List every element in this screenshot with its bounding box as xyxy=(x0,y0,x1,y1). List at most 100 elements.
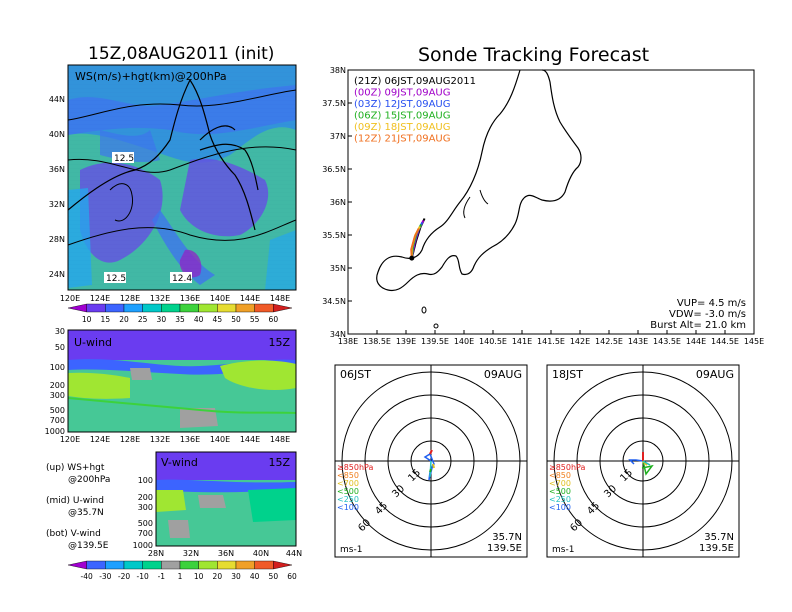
v-lat-ticks: 28N 32N 36N 40N 44N xyxy=(148,549,302,558)
track-lon-tick: 141E xyxy=(512,337,532,346)
colorbar-swatch xyxy=(67,303,87,313)
track-lat-tick: 35.5N xyxy=(322,231,346,240)
colorbar-swatch xyxy=(161,303,181,313)
colorbar-tick: -10 xyxy=(137,572,149,581)
colorbar-swatch xyxy=(179,560,199,570)
v-wind-panel: V-wind 15Z 100 200 300 500 700 1000 28N … xyxy=(133,451,302,558)
hodo-right-time: 18JST xyxy=(552,368,583,381)
svg-text:Burst Alt= 21.0 km: Burst Alt= 21.0 km xyxy=(650,320,746,331)
colorbar-swatch xyxy=(198,303,218,313)
colorbar-tick: 15 xyxy=(101,315,111,324)
svg-text:12.4: 12.4 xyxy=(172,274,192,284)
hodo-left-date: 09AUG xyxy=(484,368,522,381)
svg-text:200: 200 xyxy=(50,381,65,390)
colorbar-tick: 45 xyxy=(213,315,223,324)
left-title: 15Z,08AUG2011 (init) xyxy=(88,44,275,64)
svg-text:12.5: 12.5 xyxy=(106,274,126,284)
v-wind-label: V-wind xyxy=(161,456,198,469)
svg-text:30: 30 xyxy=(55,328,65,336)
hodo-legend-entry: <700 xyxy=(549,479,571,488)
v-wind-time: 15Z xyxy=(268,456,290,469)
uv-colorbar: -40 -30 -20 -10 -1 1 10 20 30 40 50 60 xyxy=(67,560,297,581)
svg-text:32N: 32N xyxy=(49,200,65,209)
colorbar-tick: 35 xyxy=(175,315,185,324)
colorbar-tick: 50 xyxy=(231,315,241,324)
hodo-legend-entry: <100 xyxy=(337,503,359,512)
svg-text:136E: 136E xyxy=(180,435,200,444)
colorbar-tick: 30 xyxy=(157,315,167,324)
colorbar-tick: 40 xyxy=(250,572,260,581)
svg-text:24N: 24N xyxy=(49,270,65,279)
svg-text:36N: 36N xyxy=(49,165,65,174)
u-p-ticks: 30 50 100 200 300 500 700 1000 xyxy=(45,328,65,436)
track-lon-tick: 142.5E xyxy=(595,337,623,346)
track-lon-tick: 143.5E xyxy=(653,337,681,346)
colorbar-swatch xyxy=(273,560,293,570)
colorbar-tick: 20 xyxy=(213,572,223,581)
hodo-right-date: 09AUG xyxy=(696,368,734,381)
hodo-legend-entry: <850 xyxy=(549,471,571,480)
track-lat-tick: 34.5N xyxy=(322,297,346,306)
colorbar-swatch xyxy=(179,303,199,313)
svg-text:128E: 128E xyxy=(120,294,140,303)
svg-text:124E: 124E xyxy=(90,294,110,303)
svg-text:144E: 144E xyxy=(240,435,260,444)
track-lat-tick: 36.5N xyxy=(322,165,346,174)
track-lat-tick: 37N xyxy=(330,132,346,141)
svg-text:50: 50 xyxy=(55,343,65,352)
hodograph-06jst: 15 30 45 60 06JST 09AUG ms-1 35.7N 139.5… xyxy=(334,364,528,558)
svg-text:128E: 128E xyxy=(120,435,140,444)
colorbar-swatch xyxy=(235,560,255,570)
colorbar-tick: 60 xyxy=(287,572,297,581)
ws-lat-ticks: 44N 40N 36N 32N 28N 24N xyxy=(49,95,65,279)
hodo-left-unit: ms-1 xyxy=(340,545,362,555)
track-lon-tick: 139E xyxy=(396,337,416,346)
svg-text:12.5: 12.5 xyxy=(114,154,134,164)
track-time-entry: (12Z) 21JST,09AUG xyxy=(354,134,451,145)
track-lon-tick: 142E xyxy=(570,337,590,346)
track-lon-tick: 144.5E xyxy=(711,337,739,346)
hodo-legend-entry: <250 xyxy=(337,495,359,504)
track-lon-tick: 139.5E xyxy=(421,337,449,346)
colorbar-swatch xyxy=(254,560,274,570)
svg-text:100: 100 xyxy=(50,363,65,372)
colorbar-swatch xyxy=(198,560,218,570)
hodo-legend-entry: <700 xyxy=(337,479,359,488)
colorbar-swatch xyxy=(161,560,181,570)
track-lon-tick: 140E xyxy=(454,337,474,346)
colorbar-tick: 40 xyxy=(194,315,204,324)
ws-lon-ticks: 120E 124E 128E 132E 136E 140E 144E 148E xyxy=(60,294,290,303)
svg-text:136E: 136E xyxy=(180,294,200,303)
svg-text:VUP= 4.5 m/s: VUP= 4.5 m/s xyxy=(677,298,746,309)
hodo-legend-entry: <250 xyxy=(549,495,571,504)
right-title: Sonde Tracking Forecast xyxy=(418,44,650,66)
colorbar-tick: 60 xyxy=(269,315,279,324)
track-time-entry: (06Z) 15JST,09AUG xyxy=(354,111,451,122)
svg-text:100: 100 xyxy=(138,476,153,485)
colorbar-tick: 55 xyxy=(250,315,260,324)
svg-text:1000: 1000 xyxy=(45,427,65,436)
u-wind-time: 15Z xyxy=(268,336,290,349)
track-lon-ticks: 138E 138.5E 139E 139.5E 140E 140.5E 141E 141.5E… xyxy=(338,330,764,346)
hodo-legend-entry: <500 xyxy=(549,487,571,496)
svg-text:700: 700 xyxy=(50,416,65,425)
svg-text:44N: 44N xyxy=(49,95,65,104)
colorbar-tick: -20 xyxy=(118,572,130,581)
track-lon-tick: 143E xyxy=(628,337,648,346)
svg-text:32N: 32N xyxy=(183,549,199,558)
colorbar-tick: 25 xyxy=(138,315,148,324)
colorbar-swatch xyxy=(86,560,106,570)
track-lon-tick: 145E xyxy=(744,337,764,346)
track-lat-tick: 35N xyxy=(330,264,346,273)
colorbar-swatch xyxy=(67,560,87,570)
colorbar-tick: 1 xyxy=(178,572,183,581)
u-wind-label: U-wind xyxy=(74,336,112,349)
track-lon-tick: 140.5E xyxy=(479,337,507,346)
colorbar-swatch xyxy=(105,560,125,570)
colorbar-swatch xyxy=(123,303,143,313)
svg-text:140E: 140E xyxy=(210,294,230,303)
colorbar-swatch xyxy=(86,303,106,313)
svg-text:500: 500 xyxy=(50,406,65,415)
ws-map-label: WS(m/s)+hgt(km)@200hPa xyxy=(75,70,227,83)
svg-text:144E: 144E xyxy=(240,294,260,303)
